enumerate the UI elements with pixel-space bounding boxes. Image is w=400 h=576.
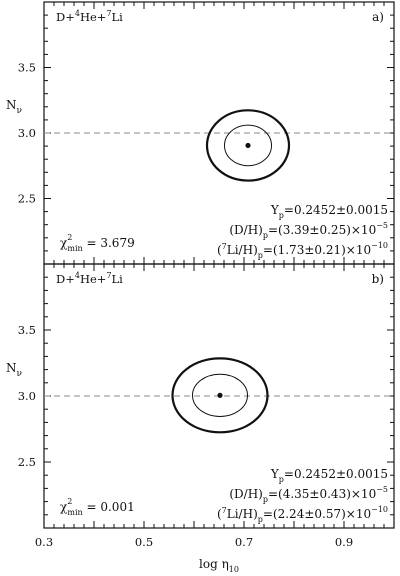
y-tick-label: 3.5 bbox=[18, 61, 36, 75]
annotation-part: Li/H) bbox=[227, 243, 258, 257]
reaction-part: He+ bbox=[80, 10, 106, 24]
y-tick-label: 2.5 bbox=[18, 192, 36, 206]
annotation-sub: p bbox=[279, 211, 284, 220]
reaction-sup: 4 bbox=[75, 9, 80, 18]
y-axis-label-base: N bbox=[6, 361, 17, 375]
chi2-sub: min bbox=[67, 244, 82, 253]
reaction-part: He+ bbox=[80, 272, 106, 286]
chi2-label: χ2 min = 0.001 bbox=[60, 497, 135, 517]
annotation-sup: 7 bbox=[222, 506, 227, 515]
x-axis-label: log η10 bbox=[199, 557, 239, 574]
annotation-sub: p bbox=[279, 475, 284, 484]
annotation-value: =(3.39±0.25)×10 bbox=[268, 223, 376, 237]
best-fit-point bbox=[217, 392, 223, 398]
x-tick-label: 0.5 bbox=[135, 535, 153, 549]
x-axis-label-sub: 10 bbox=[229, 565, 239, 574]
abundance-annotation: Yp=0.2452±0.0015 bbox=[270, 203, 388, 220]
annotation-sub: p bbox=[258, 251, 263, 260]
reaction-part: Li bbox=[112, 272, 124, 286]
annotation-exp: −5 bbox=[376, 221, 388, 230]
annotation-part: Y bbox=[270, 467, 280, 481]
annotation-part: Li/H) bbox=[227, 507, 258, 521]
y-axis-label: Nν bbox=[6, 361, 22, 379]
annotation-exp: −10 bbox=[371, 241, 388, 250]
chi2-value: = 3.679 bbox=[83, 236, 135, 250]
chi2-value: = 0.001 bbox=[83, 500, 135, 514]
annotation-sub: p bbox=[263, 495, 268, 504]
y-axis-label-base: N bbox=[6, 98, 17, 112]
annotation-sub: p bbox=[258, 515, 263, 524]
annotation-part: ( bbox=[217, 507, 222, 521]
chi2-sup: 2 bbox=[67, 497, 72, 506]
chi2-sub: min bbox=[67, 508, 82, 517]
reaction-sup: 7 bbox=[106, 9, 111, 18]
annotation-part: ( bbox=[217, 243, 222, 257]
reaction-sup: 4 bbox=[75, 271, 80, 280]
annotation-value: =0.2452±0.0015 bbox=[284, 203, 388, 217]
annotation-value: =(4.35±0.43)×10 bbox=[268, 487, 376, 501]
y-axis-label: Nν bbox=[6, 98, 22, 116]
reaction-part: D+ bbox=[56, 272, 75, 286]
y-tick-label: 3.5 bbox=[18, 323, 36, 337]
y-tick-label: 3.0 bbox=[18, 389, 36, 403]
annotation-value: =(1.73±0.21)×10 bbox=[263, 243, 371, 257]
reaction-label: D+4He+7Li bbox=[56, 271, 123, 286]
reaction-part: Li bbox=[112, 10, 124, 24]
y-axis-label-sub: ν bbox=[17, 369, 22, 379]
y-axis-label-sub: ν bbox=[17, 106, 22, 116]
chi2-sup: 2 bbox=[67, 233, 72, 242]
chi2-symbol: χ bbox=[60, 500, 68, 514]
abundance-annotation: Yp=0.2452±0.0015 bbox=[270, 467, 388, 484]
abundance-annotation: (D/H)p=(4.35±0.43)×10−5 bbox=[229, 485, 388, 504]
annotation-exp: −10 bbox=[371, 505, 388, 514]
panel-label: a) bbox=[372, 10, 384, 24]
annotation-sup: 7 bbox=[222, 242, 227, 251]
y-tick-label: 3.0 bbox=[18, 126, 36, 140]
contour-outer bbox=[205, 109, 291, 182]
annotation-part: (D/H) bbox=[229, 487, 263, 501]
abundance-annotation: (7Li/H)p=(1.73±0.21)×10−10 bbox=[217, 241, 388, 260]
x-axis-label-base: log η bbox=[199, 557, 229, 571]
contour-inner bbox=[224, 124, 272, 167]
x-tick-label: 0.9 bbox=[335, 535, 353, 549]
y-tick-label: 2.5 bbox=[18, 455, 36, 469]
annotation-part: Y bbox=[270, 203, 280, 217]
contour-outer bbox=[171, 357, 269, 434]
best-fit-point bbox=[245, 142, 251, 149]
reaction-label: D+4He+7Li bbox=[56, 9, 123, 24]
annotation-part: (D/H) bbox=[229, 223, 263, 237]
annotation-exp: −5 bbox=[376, 485, 388, 494]
chi2-symbol: χ bbox=[60, 236, 68, 250]
panel-label: b) bbox=[372, 272, 384, 286]
annotation-value: =(2.24±0.57)×10 bbox=[263, 507, 371, 521]
x-tick-label: 0.7 bbox=[235, 535, 253, 549]
annotation-sub: p bbox=[263, 231, 268, 240]
chi2-label: χ2 min = 3.679 bbox=[60, 233, 135, 253]
contour-inner bbox=[192, 373, 248, 417]
abundance-annotation: (7Li/H)p=(2.24±0.57)×10−10 bbox=[217, 505, 388, 524]
x-tick-label: 0.3 bbox=[35, 535, 53, 549]
annotation-value: =0.2452±0.0015 bbox=[284, 467, 388, 481]
reaction-part: D+ bbox=[56, 10, 75, 24]
abundance-annotation: (D/H)p=(3.39±0.25)×10−5 bbox=[229, 221, 388, 240]
reaction-sup: 7 bbox=[106, 271, 111, 280]
